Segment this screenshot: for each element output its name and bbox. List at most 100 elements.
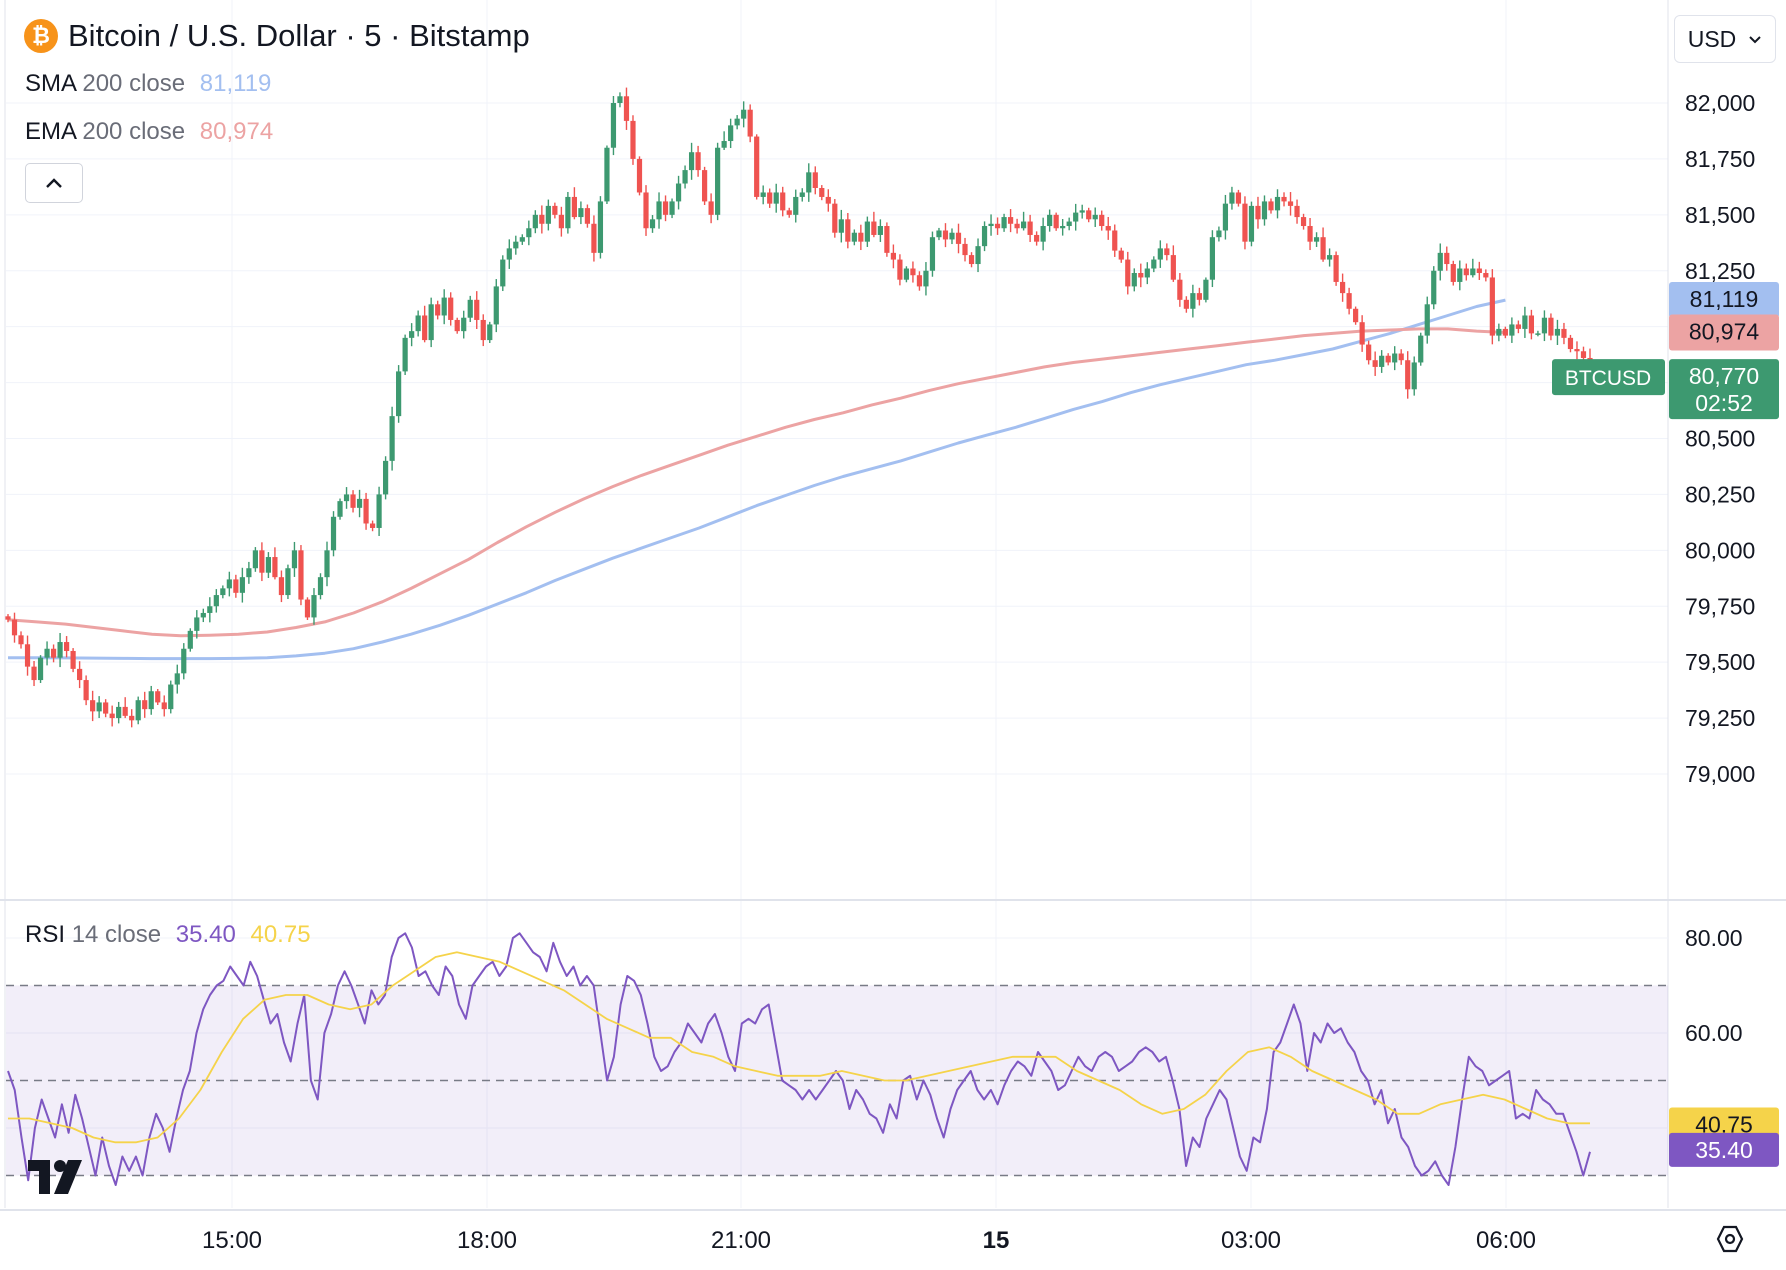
candle-body: [786, 210, 792, 215]
candle-body: [317, 577, 324, 596]
candle: [832, 199, 838, 238]
candle-body: [1307, 226, 1313, 242]
candle: [1385, 353, 1391, 366]
candle-body: [897, 259, 903, 280]
candle: [942, 223, 949, 248]
candle: [1333, 251, 1339, 286]
candle: [649, 215, 656, 233]
candle-body: [63, 642, 70, 651]
candle: [610, 95, 617, 156]
candle: [129, 709, 135, 728]
candle-body: [1496, 328, 1502, 336]
rsi-tick-label: 80.00: [1685, 925, 1743, 951]
candle-body: [1053, 214, 1059, 229]
candle: [1300, 213, 1307, 230]
candle: [988, 214, 994, 236]
candle-body: [506, 248, 512, 260]
candle: [688, 142, 695, 180]
candle-body: [773, 192, 779, 204]
candle-body: [1170, 255, 1176, 280]
candle: [1196, 287, 1202, 306]
candle-body: [688, 152, 695, 171]
candle: [838, 209, 844, 243]
candle: [767, 188, 773, 208]
symbol-title[interactable]: ₿ Bitcoin / U.S. Dollar · 5 · Bitstamp: [24, 18, 530, 54]
chevron-down-icon: [1749, 36, 1761, 44]
candle-body: [1014, 223, 1020, 229]
candle: [1431, 266, 1437, 310]
candle-body: [903, 268, 910, 280]
candle: [851, 229, 857, 246]
candle: [916, 271, 923, 291]
rsi-legend[interactable]: RSI 14 close 35.40 40.75: [25, 921, 311, 949]
candle: [194, 610, 200, 639]
candle: [532, 210, 538, 234]
candle-body: [741, 109, 747, 119]
candle: [1183, 296, 1189, 313]
candle: [1554, 319, 1561, 345]
candle-body: [910, 268, 916, 276]
candle: [369, 520, 376, 532]
candle-body: [207, 606, 213, 613]
candle-body: [1574, 349, 1580, 352]
candle-body: [1333, 255, 1339, 282]
candle: [259, 542, 265, 582]
candle: [506, 239, 512, 269]
candle: [1366, 340, 1372, 365]
candle-body: [435, 304, 441, 316]
collapse-legend-button[interactable]: [25, 163, 83, 203]
candle-body: [376, 494, 382, 528]
candle: [278, 570, 285, 603]
candle: [337, 498, 343, 520]
candle: [1014, 218, 1020, 234]
sma-price-badge-text: 81,119: [1690, 286, 1759, 312]
candle-body: [304, 599, 311, 618]
candle: [226, 571, 232, 597]
price-tick-label: 81,500: [1685, 202, 1755, 228]
candle: [636, 156, 643, 196]
candle: [207, 597, 213, 623]
candle: [1476, 261, 1482, 280]
candle: [1418, 332, 1424, 366]
candle-body: [1444, 252, 1450, 265]
candle: [819, 185, 825, 201]
candle-body: [1203, 279, 1209, 300]
candle: [845, 212, 851, 249]
candle-body: [1274, 196, 1281, 211]
candle-body: [1431, 270, 1437, 305]
sma-legend[interactable]: SMA 200 close 81,119: [25, 70, 271, 98]
ema-legend[interactable]: EMA 200 close 80,974: [25, 118, 273, 146]
candle-body: [135, 700, 141, 721]
candle: [1457, 260, 1463, 291]
candle-body: [994, 223, 1001, 229]
candle: [1007, 209, 1014, 233]
candle: [793, 189, 799, 223]
candle: [1027, 214, 1033, 242]
candle-body: [812, 172, 818, 188]
candle-body: [454, 319, 460, 332]
candle: [187, 628, 193, 652]
candle-body: [363, 498, 369, 524]
candle-body: [18, 635, 24, 645]
candle: [1509, 317, 1515, 343]
candle: [949, 228, 955, 245]
candle-body: [1216, 230, 1222, 238]
candle: [955, 223, 962, 254]
chart-settings-button[interactable]: [1713, 1222, 1747, 1256]
grid: [0, 0, 1786, 1211]
currency-selector[interactable]: USD: [1674, 15, 1776, 63]
candle: [1379, 350, 1385, 373]
rsi-value-badge-bg: [1669, 1132, 1779, 1167]
candle: [343, 487, 350, 509]
candle-body: [1418, 335, 1424, 363]
ema-price-badge: 80,974: [1669, 314, 1779, 351]
candle: [5, 614, 11, 623]
candle-body: [96, 702, 102, 712]
rsi-legend-value: 35.40: [175, 921, 236, 948]
candle: [780, 186, 786, 217]
candle: [422, 305, 428, 343]
candle: [1444, 246, 1450, 271]
candle-body: [31, 666, 37, 681]
candle-body: [246, 568, 252, 578]
